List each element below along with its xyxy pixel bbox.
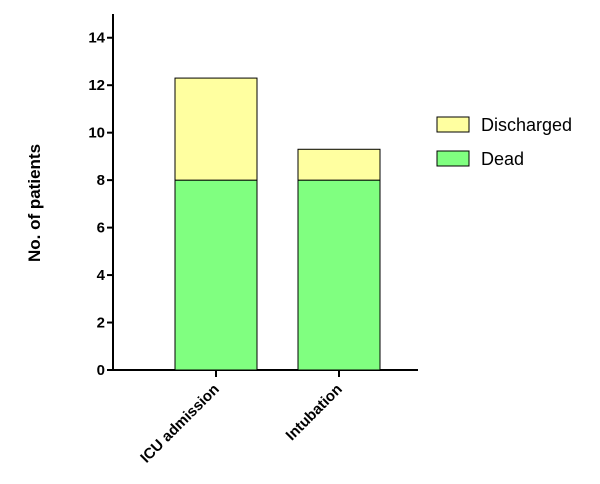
y-tick-label: 10	[88, 125, 105, 142]
bar-discharged-2	[297, 148, 381, 181]
bar-dead-1	[174, 179, 258, 371]
legend-label-discharged: Discharged	[481, 115, 572, 135]
y-tick-label: 12	[88, 77, 105, 94]
y-axis-title: No. of patients	[25, 144, 44, 262]
y-tick-label: 4	[97, 267, 106, 284]
y-tick-label: 8	[97, 172, 105, 189]
y-tick-label: 2	[97, 315, 105, 332]
x-category-labels: ICU admission Intubation	[137, 370, 346, 467]
bars	[174, 77, 381, 371]
legend-label-dead: Dead	[481, 149, 524, 169]
legend-swatch-discharged	[436, 116, 470, 133]
x-category-label: ICU admission	[137, 381, 223, 467]
y-tick-label: 6	[97, 220, 105, 237]
bar-discharged-1	[174, 77, 258, 181]
legend-swatch-dead	[436, 150, 470, 167]
y-ticks: 0 2 4 6 8 10 12 14	[88, 30, 113, 379]
bar-dead-2	[297, 179, 381, 371]
legend: Discharged Dead	[436, 115, 572, 169]
y-tick-label: 14	[88, 30, 105, 47]
x-category-label: Intubation	[283, 381, 346, 444]
y-tick-label: 0	[97, 362, 105, 379]
